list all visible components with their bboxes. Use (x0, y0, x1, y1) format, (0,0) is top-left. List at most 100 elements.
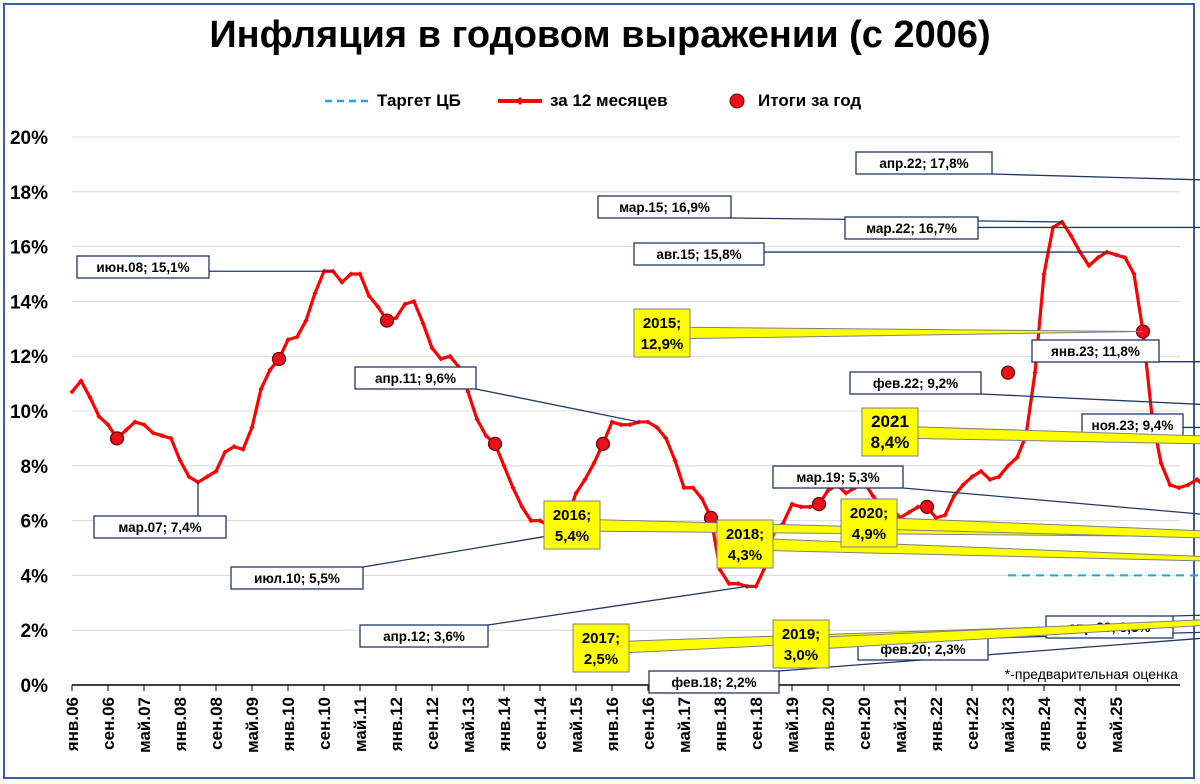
monthly-point (825, 487, 831, 494)
monthly-point (960, 482, 966, 488)
x-tick-label: май.21 (891, 697, 910, 753)
y-tick-label: 0% (21, 676, 49, 697)
x-tick-label: май.07 (135, 697, 154, 753)
monthly-point (933, 515, 939, 521)
callout-box (230, 566, 364, 590)
monthly-point (510, 485, 516, 491)
callout-box (93, 515, 227, 539)
callout-label: мар.15; 16,9% (619, 200, 710, 215)
monthly-point (591, 460, 597, 466)
monthly-point (528, 518, 534, 524)
monthly-point (1041, 271, 1047, 277)
callout: фев.22; 9,2% (849, 371, 1200, 405)
monthly-point (87, 394, 93, 400)
legend-item-target: Таргет ЦБ (323, 88, 461, 114)
monthly-point (177, 457, 183, 463)
x-tick-label: сен.18 (747, 697, 766, 750)
callout-label: авг.15; 15,8% (656, 247, 741, 262)
monthly-point (402, 301, 408, 307)
callout-label: 2021 (871, 412, 909, 431)
monthly-point (168, 435, 174, 441)
x-tick-label: май.11 (351, 697, 370, 752)
callout-label: фев.20; 2,3% (880, 642, 965, 657)
monthly-point (78, 378, 84, 384)
callout-label: апр.11; 9,6% (375, 371, 456, 386)
legend-yearly-label: Итоги за год (758, 91, 862, 110)
x-tick-label: сен.10 (315, 697, 334, 750)
callout: апр.22; 17,8% (855, 151, 1200, 181)
callout-leader (487, 585, 748, 626)
x-tick-label: май.15 (567, 697, 586, 753)
callout-box (648, 670, 780, 694)
monthly-point (1185, 482, 1191, 488)
legend-monthly-label: за 12 месяцев (550, 91, 668, 110)
monthly-point (429, 345, 435, 351)
callout-box (844, 216, 979, 240)
monthly-point (465, 389, 471, 395)
monthly-point (1095, 254, 1101, 261)
monthly-point (735, 581, 741, 587)
monthly-point (267, 367, 273, 373)
callout-box (572, 623, 630, 673)
x-tick-label: янв.10 (279, 697, 298, 752)
callout-label: 5,4% (555, 528, 589, 545)
callout: 2020; 4,9% (840, 498, 1200, 548)
year-end-point (487, 436, 503, 451)
monthly-point (906, 509, 912, 515)
callout-label: апр.12; 3,6% (383, 629, 465, 644)
callout-label: янв.23; 11,8% (1051, 344, 1140, 359)
callout-label: ноя.23; 9,4% (1092, 418, 1174, 433)
callout-label: 2019; (782, 626, 820, 643)
monthly-point (96, 413, 102, 420)
callout-label: 2017; (582, 630, 620, 647)
monthly-point (978, 468, 984, 474)
callout-box (597, 195, 732, 219)
monthly-point (1194, 476, 1200, 483)
monthly-point (483, 433, 489, 439)
monthly-point (915, 504, 921, 510)
monthly-point (438, 356, 444, 362)
monthly-point (951, 493, 957, 499)
x-tick-label: май.13 (459, 697, 478, 753)
monthly-point (969, 474, 975, 480)
legend-target-swatch (325, 99, 369, 103)
year-end-point (1000, 365, 1016, 380)
monthly-point (627, 422, 633, 428)
monthly-point (1176, 485, 1182, 491)
callout-label: 2020; (850, 505, 888, 522)
legend-item-yearly: Итоги за год (722, 88, 861, 114)
x-tick-label: янв.18 (711, 697, 730, 752)
monthly-point (1167, 482, 1173, 488)
callout-label: мар.07; 7,4% (118, 520, 201, 535)
callout-label: 4,3% (728, 547, 762, 564)
callout: фев.18; 2,2% (648, 637, 1200, 694)
callout-leader (1172, 614, 1200, 617)
callout-leader (991, 173, 1200, 181)
callout: мар.22; 16,7% (844, 216, 1200, 240)
monthly-point (1086, 263, 1092, 269)
callout-label: мар.22; 16,7% (866, 221, 957, 236)
y-tick-label: 6% (21, 512, 49, 533)
x-tick-label: май.17 (675, 697, 694, 753)
callout-label: 12,9% (641, 336, 684, 353)
monthly-point (411, 298, 417, 304)
callout-box (849, 371, 982, 395)
callout-label: 8,4% (871, 433, 910, 452)
x-tick-label: янв.24 (1035, 696, 1054, 752)
callout-label: апр.22; 17,8% (879, 156, 968, 171)
callout-box (359, 624, 489, 648)
monthly-point (285, 337, 291, 343)
callout-box (1031, 339, 1160, 363)
monthly-point (798, 504, 804, 510)
monthly-point (807, 504, 813, 510)
callout-box (354, 366, 477, 390)
x-tick-label: сен.22 (963, 697, 982, 750)
monthly-point (582, 476, 588, 483)
callout-leader (778, 637, 1200, 672)
legend-monthly-swatch (498, 97, 542, 105)
monthly-point (213, 468, 219, 474)
monthly-point (753, 583, 759, 589)
callout: мар.19; 5,3% (772, 465, 1200, 515)
x-tick-label: янв.14 (495, 696, 514, 752)
